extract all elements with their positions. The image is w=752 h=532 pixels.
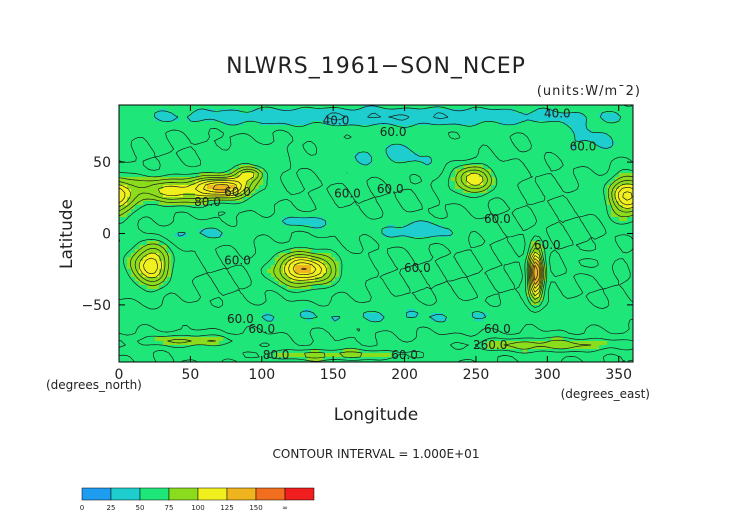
colorbar-swatch (81, 487, 112, 501)
contour-label: 60.0 (377, 182, 404, 196)
y-tick-label: 50 (93, 155, 111, 171)
x-tick-label: 200 (391, 367, 418, 383)
contour-label: 60.0 (227, 312, 254, 326)
axis-ticks (118, 105, 633, 362)
chart-title: NLWRS_1961−SON_NCEP (226, 54, 526, 79)
colorbar-label: 50 (136, 504, 145, 512)
colorbar-swatch (139, 487, 170, 501)
colorbar-label: 25 (107, 504, 116, 512)
x-tick-labels: 0 50 100 150 200 250 300 350 (115, 367, 633, 383)
units-label: (units:W/m¯2) (537, 84, 641, 99)
x-tick-label: 150 (320, 367, 347, 383)
colorbar: 0 25 50 75 100 125 150 ∞ (80, 487, 315, 512)
y-tick-label: −50 (81, 298, 111, 314)
contour-label: 60.0 (484, 212, 511, 226)
x-tick-label: 0 (115, 367, 124, 383)
contour-label: 60.0 (224, 185, 251, 199)
colorbar-swatch (197, 487, 228, 501)
contour-label: 60.0 (380, 125, 407, 139)
colorbar-swatch (284, 487, 315, 501)
colorbar-label: 100 (191, 504, 204, 512)
x-tick-label: 350 (605, 367, 632, 383)
x-tick-label: 100 (248, 367, 275, 383)
colorbar-swatch (110, 487, 141, 501)
contour-label: 80.0 (194, 195, 221, 209)
contour-label: 40.0 (323, 114, 350, 128)
y-tick-label: 0 (102, 227, 111, 243)
contour-label: 40.0 (544, 107, 571, 121)
contour-label: 60.0 (570, 139, 597, 153)
colorbar-swatch (226, 487, 257, 501)
colorbar-label: ∞ (282, 504, 288, 512)
colorbar-label: 150 (249, 504, 262, 512)
y-tick-labels: −50 0 50 (81, 155, 111, 314)
contour-label: 60.0 (334, 187, 361, 201)
contour-label: 60.0 (248, 322, 275, 336)
contour-labels: 40.040.060.060.060.060.060.080.060.060.0… (194, 107, 596, 362)
contour-label: 60.0 (404, 261, 431, 275)
contour-lines (119, 105, 633, 362)
contour-interval-label: CONTOUR INTERVAL = 1.000E+01 (273, 447, 480, 461)
x-tick-label: 50 (181, 367, 199, 383)
x-tick-label: 300 (534, 367, 561, 383)
contour-label: 60.0 (534, 238, 561, 252)
x-axis-note: (degrees_north) (46, 378, 142, 392)
contour-label: 260.0 (473, 338, 507, 352)
colorbar-label: 125 (220, 504, 233, 512)
contour-label: 60.0 (484, 322, 511, 336)
colorbar-swatch (168, 487, 199, 501)
colorbar-swatch (255, 487, 286, 501)
y-axis-label: Latitude (57, 199, 77, 269)
colorbar-label: 75 (165, 504, 174, 512)
x-axis-label: Longitude (334, 405, 419, 425)
contour-label: 60.0 (391, 348, 418, 362)
x-tick-label: 250 (463, 367, 490, 383)
colorbar-label: 0 (80, 504, 84, 512)
contour-label: 60.0 (224, 254, 251, 268)
x-axis-unit: (degrees_east) (561, 387, 650, 401)
contour-label: 80.0 (263, 348, 290, 362)
